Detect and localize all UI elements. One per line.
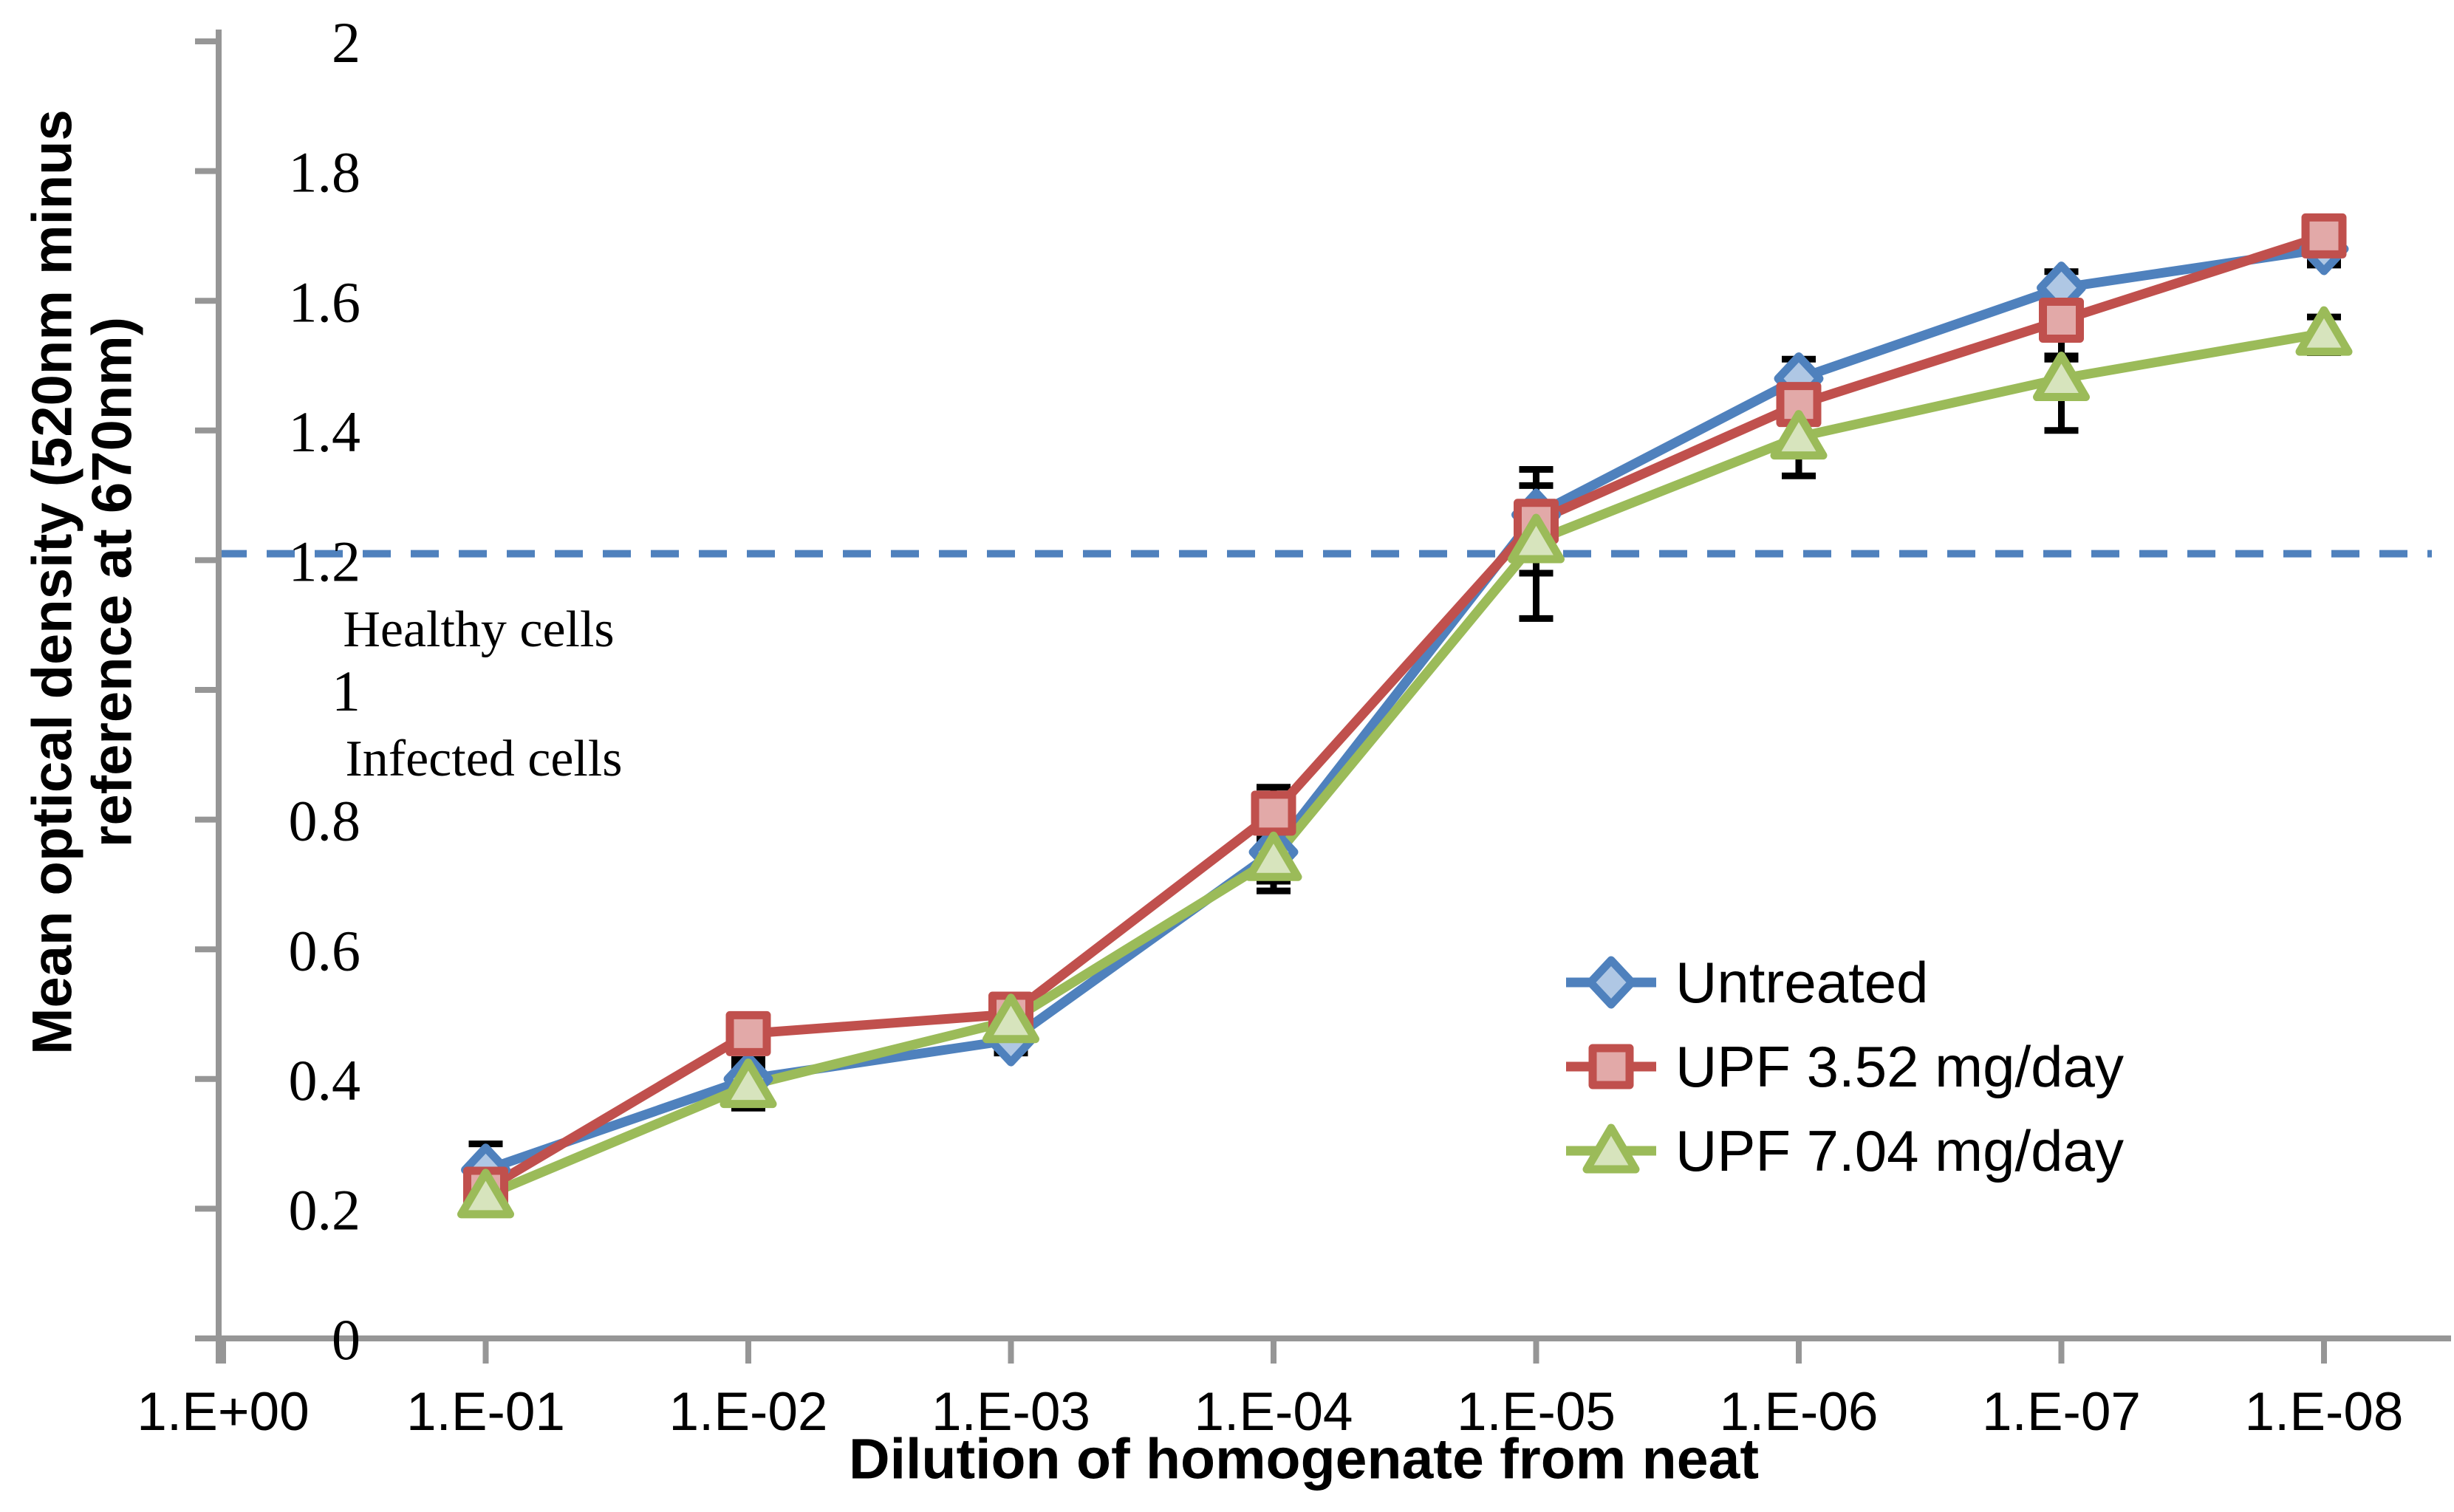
upf-352-series-marker-icon	[1566, 1044, 1656, 1089]
axes	[195, 30, 2451, 1364]
legend-label: UPF 3.52 mg/day	[1675, 1033, 2124, 1099]
svg-text:1.E-06: 1.E-06	[1719, 1382, 1878, 1442]
x-axis-title: Dilution of homogenate from neat	[849, 1427, 1759, 1491]
svg-text:1.2: 1.2	[289, 529, 361, 593]
svg-text:1.E-04: 1.E-04	[1194, 1382, 1353, 1442]
upf-704-series-marker-icon	[1566, 1123, 1656, 1174]
legend-item-untreated: Untreated	[1565, 948, 2124, 1016]
legend-item-upf-352: UPF 3.52 mg/day	[1565, 1033, 2124, 1101]
svg-text:2: 2	[332, 10, 360, 75]
svg-text:1.E-02: 1.E-02	[669, 1382, 827, 1442]
svg-text:1: 1	[332, 659, 360, 723]
annotation-healthy-cells: Healthy cells	[343, 601, 615, 658]
svg-text:0.6: 0.6	[289, 918, 361, 982]
legend-label: Untreated	[1675, 949, 1929, 1015]
svg-text:1.4: 1.4	[289, 400, 361, 464]
series-line-2	[481, 328, 2329, 1201]
svg-text:0.4: 0.4	[289, 1048, 361, 1112]
x-tick-labels: 1.E+00 1.E-01 1.E-02 1.E-03 1.E-04 1.E-05 1.E-…	[137, 1382, 2403, 1442]
svg-text:1.E-01: 1.E-01	[406, 1382, 565, 1442]
chart-legend: Untreated UPF 3.52 mg/day UPF 7.04 mg/da…	[1565, 948, 2124, 1185]
svg-text:1.E+00: 1.E+00	[137, 1382, 309, 1442]
svg-text:1.6: 1.6	[289, 270, 361, 334]
svg-text:0.8: 0.8	[289, 789, 361, 853]
y-tick-labels: 2 1.8 1.6 1.4 1.2 1 0.8 0.6 0.4 0.2 0	[289, 10, 361, 1372]
series-line-1	[481, 230, 2329, 1194]
untreated-series-marker-icon	[1566, 956, 1656, 1009]
series-markers-2	[457, 306, 2353, 1219]
svg-text:0: 0	[332, 1307, 360, 1372]
svg-text:1.8: 1.8	[289, 140, 361, 205]
svg-text:1.E-03: 1.E-03	[932, 1382, 1090, 1442]
svg-text:1.E-05: 1.E-05	[1457, 1382, 1616, 1442]
svg-text:0.2: 0.2	[289, 1177, 361, 1242]
annotation-infected-cells: Infected cells	[345, 731, 623, 787]
svg-text:1.E-07: 1.E-07	[1982, 1382, 2141, 1442]
svg-text:1.E-08: 1.E-08	[2244, 1382, 2403, 1442]
legend-item-upf-704: UPF 7.04 mg/day	[1565, 1117, 2124, 1185]
legend-label: UPF 7.04 mg/day	[1675, 1118, 2124, 1183]
y-axis-title: Mean optical density (520nm minus refere…	[21, 109, 143, 1055]
